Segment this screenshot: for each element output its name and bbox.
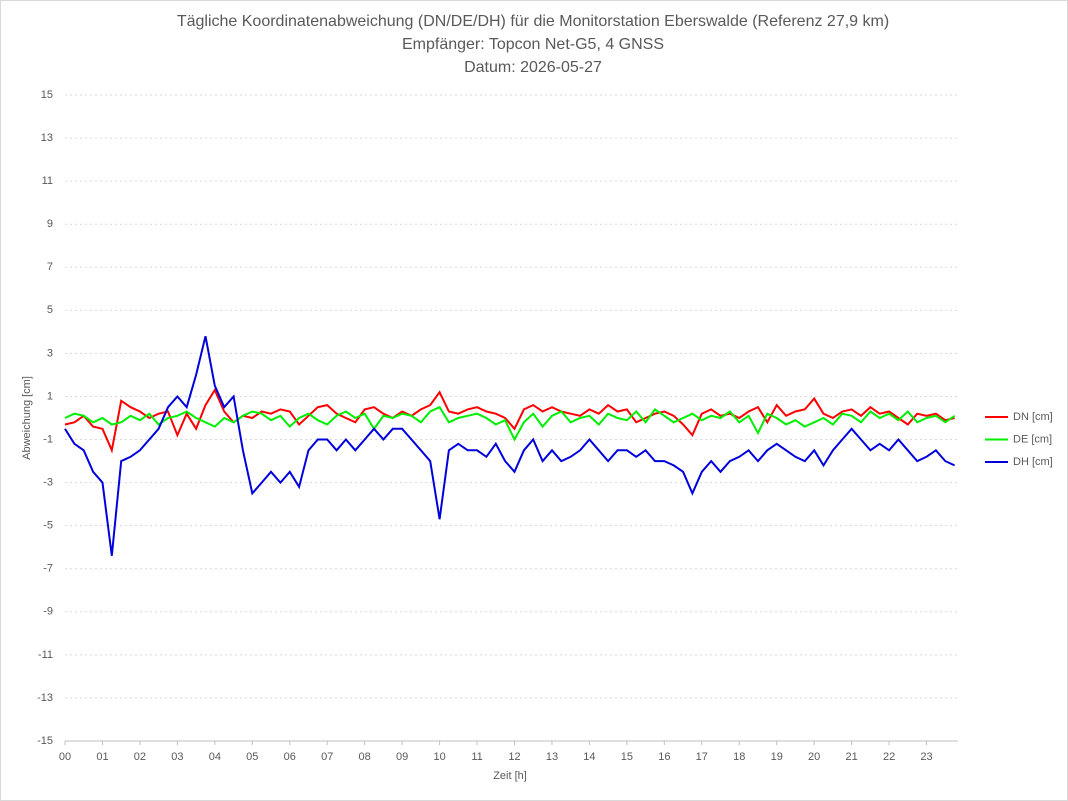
x-tick-label: 07	[321, 751, 333, 763]
x-tick-label: 20	[808, 751, 820, 763]
x-tick-label: 21	[846, 751, 858, 763]
legend-label: DH [cm]	[1013, 456, 1053, 468]
y-tick-label: -5	[43, 520, 53, 532]
x-tick-label: 01	[96, 751, 108, 763]
x-tick-label: 04	[209, 751, 221, 763]
y-axis-label: Abweichung [cm]	[21, 376, 33, 460]
y-tick-label: 11	[42, 175, 53, 187]
chart-title: Tägliche Koordinatenabweichung (DN/DE/DH…	[177, 13, 889, 30]
y-tick-label: 9	[47, 218, 53, 230]
data-line	[64, 387, 955, 454]
x-tick-label: 12	[508, 751, 520, 763]
x-tick-label: 10	[433, 751, 445, 763]
data-line	[64, 335, 956, 556]
y-tick-label: 1	[47, 390, 53, 402]
y-tick-label: -11	[38, 649, 53, 661]
x-tick-label: 19	[771, 751, 783, 763]
x-tick-label: 03	[171, 751, 183, 763]
x-tick-label: 06	[284, 751, 296, 763]
x-axis-label: Zeit [h]	[493, 770, 527, 782]
y-tick-label: -1	[43, 433, 53, 445]
y-tick-label: -7	[43, 563, 53, 575]
x-tick-label: 08	[359, 751, 371, 763]
x-tick-label: 14	[583, 751, 595, 763]
legend-label: DN [cm]	[1013, 411, 1053, 423]
x-tick-label: 13	[546, 751, 558, 763]
y-tick-label: 3	[47, 347, 53, 359]
chart-subtitle: Empfänger: Topcon Net-G5, 4 GNSS	[402, 36, 664, 53]
x-tick-label: 05	[246, 751, 258, 763]
x-tick-label: 00	[59, 751, 71, 763]
x-tick-label: 23	[920, 751, 932, 763]
x-tick-label: 16	[658, 751, 670, 763]
y-tick-label: 15	[41, 89, 53, 101]
y-tick-label: -15	[37, 735, 53, 747]
y-tick-label: -3	[43, 477, 53, 489]
x-tick-label: 22	[883, 751, 895, 763]
y-tick-label: 5	[47, 304, 53, 316]
x-tick-label: 15	[621, 751, 633, 763]
x-tick-label: 02	[134, 751, 146, 763]
y-tick-label: -13	[37, 692, 53, 704]
y-tick-label: -9	[43, 606, 53, 618]
x-tick-label: 11	[471, 751, 482, 763]
x-tick-label: 18	[733, 751, 745, 763]
x-tick-label: 17	[696, 751, 708, 763]
x-tick-label: 09	[396, 751, 408, 763]
chart-date: Datum: 2026-05-27	[464, 59, 602, 76]
y-tick-label: 7	[47, 261, 53, 273]
legend-label: DE [cm]	[1013, 433, 1052, 445]
y-tick-label: 13	[41, 132, 53, 144]
data-line	[64, 405, 956, 442]
